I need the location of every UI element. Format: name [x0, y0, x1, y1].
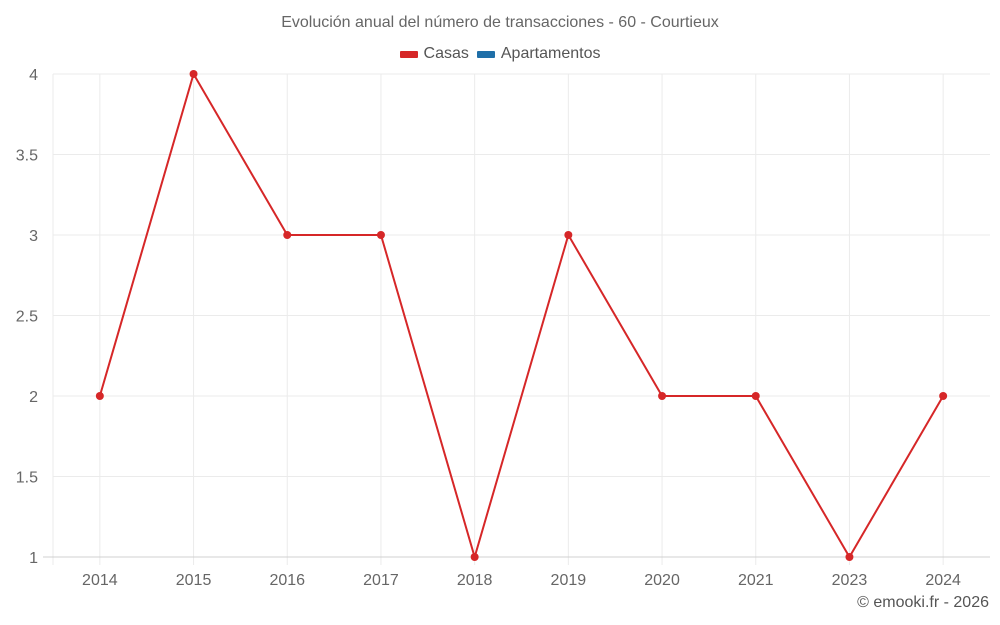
data-point[interactable]	[189, 70, 198, 78]
y-tick-label: 2.5	[16, 309, 38, 326]
legend-item-casas[interactable]: Casas	[399, 45, 469, 63]
x-tick-label: 2017	[363, 572, 399, 589]
data-point[interactable]	[376, 231, 385, 239]
series-casas	[95, 70, 948, 561]
x-tick-label: 2014	[82, 572, 118, 589]
legend-label-apartamentos: Apartamentos	[500, 45, 601, 62]
y-tick-label: 1.5	[16, 470, 38, 487]
y-axis: 1 1.5 2 2.5 3 3.5 4	[16, 67, 38, 567]
data-point[interactable]	[470, 553, 479, 561]
y-tick-label: 2	[29, 389, 38, 406]
x-tick-label: 2015	[176, 572, 212, 589]
series-line	[98, 71, 945, 561]
data-point[interactable]	[564, 231, 573, 239]
grid-lines	[52, 73, 990, 565]
chart-legend: Casas Apartamentos	[0, 45, 1000, 63]
x-tick-label: 2024	[925, 572, 961, 589]
y-tick-label: 3.5	[16, 148, 38, 165]
data-point[interactable]	[283, 231, 292, 239]
y-tick-label: 4	[29, 67, 38, 84]
data-point[interactable]	[939, 392, 948, 400]
data-point[interactable]	[751, 392, 760, 400]
chart-title: Evolución anual del número de transaccio…	[281, 14, 719, 31]
y-tick-label: 1	[29, 550, 38, 567]
data-point[interactable]	[658, 392, 667, 400]
data-point[interactable]	[845, 553, 854, 561]
x-tick-label: 2020	[644, 572, 680, 589]
x-axis: 2014 2015 2016 2017 2018 2019 2020 2021 2023 2024	[43, 556, 990, 589]
y-tick-label: 3	[29, 228, 38, 245]
x-tick-label: 2018	[457, 572, 493, 589]
x-tick-label: 2023	[832, 572, 868, 589]
copyright-footer: © emooki.fr - 2026	[857, 594, 989, 611]
x-tick-label: 2021	[738, 572, 774, 589]
legend-swatch-casas	[399, 50, 418, 58]
legend-item-apartamentos[interactable]: Apartamentos	[476, 45, 601, 63]
legend-label-casas: Casas	[423, 45, 469, 62]
x-tick-label: 2016	[269, 572, 305, 589]
data-point[interactable]	[95, 392, 104, 400]
x-tick-label: 2019	[551, 572, 587, 589]
legend-swatch-apartamentos	[476, 50, 495, 58]
